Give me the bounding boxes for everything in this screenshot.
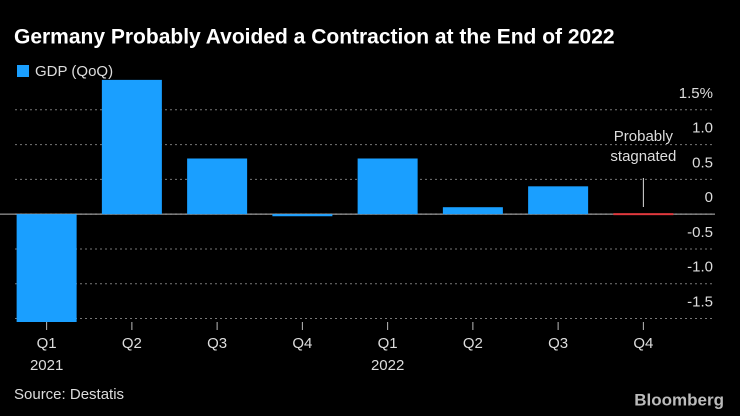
x-tick-label: Q1 bbox=[37, 335, 57, 352]
y-tick-label: 0.5 bbox=[692, 154, 713, 171]
legend-swatch bbox=[17, 65, 29, 77]
bar bbox=[16, 214, 77, 322]
y-tick-label: -1.0 bbox=[687, 259, 713, 276]
x-tick-label: Q1 bbox=[378, 335, 398, 352]
brand: Bloomberg bbox=[634, 390, 724, 409]
y-tick-label: -0.5 bbox=[687, 224, 713, 241]
bar bbox=[528, 186, 589, 215]
x-tick-label: Q3 bbox=[207, 335, 227, 352]
x-tick-label: Q3 bbox=[548, 335, 568, 352]
y-tick-label: -1.5 bbox=[687, 293, 713, 310]
x-group-label: 2021 bbox=[30, 357, 63, 374]
annotation: stagnated bbox=[610, 148, 676, 165]
source: Source: Destatis bbox=[14, 386, 124, 403]
bar bbox=[101, 79, 162, 215]
x-group-label: 2022 bbox=[371, 357, 404, 374]
y-tick-label: 1.5% bbox=[679, 85, 713, 102]
bar bbox=[357, 158, 418, 215]
x-tick-label: Q2 bbox=[122, 335, 142, 352]
bar bbox=[187, 158, 248, 215]
x-tick-label: Q2 bbox=[463, 335, 483, 352]
legend-label: GDP (QoQ) bbox=[35, 63, 113, 80]
bar bbox=[442, 207, 503, 215]
x-tick-label: Q4 bbox=[633, 335, 653, 352]
y-tick-label: 1.0 bbox=[692, 120, 713, 137]
chart-title: Germany Probably Avoided a Contraction a… bbox=[14, 26, 615, 49]
bar bbox=[613, 213, 674, 216]
y-tick-label: 0 bbox=[705, 189, 713, 206]
x-tick-label: Q4 bbox=[292, 335, 312, 352]
bar bbox=[272, 214, 333, 217]
annotation: Probably bbox=[614, 128, 674, 145]
